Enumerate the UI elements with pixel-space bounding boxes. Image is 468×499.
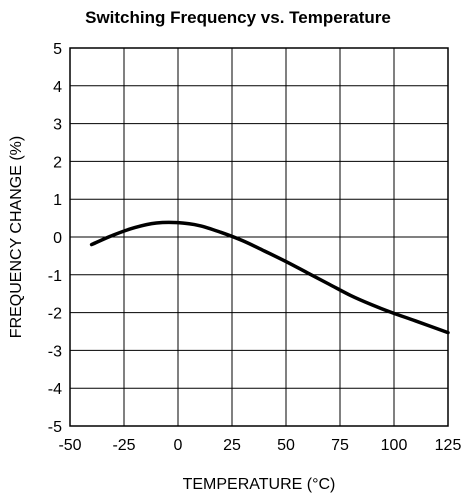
y-tick-label: -5 xyxy=(48,419,62,436)
y-axis-label: FREQUENCY CHANGE (%) xyxy=(8,136,25,338)
grid xyxy=(69,47,449,427)
y-tick-label: 4 xyxy=(53,79,62,96)
x-tick-label: 25 xyxy=(223,437,241,454)
y-tick-label: 0 xyxy=(53,230,62,247)
y-tick-label: 1 xyxy=(53,192,62,209)
x-tick-label: -50 xyxy=(58,437,81,454)
plot-frame xyxy=(69,47,449,427)
y-tick-label: 3 xyxy=(53,117,62,134)
x-tick-label: 100 xyxy=(381,437,408,454)
y-tick-label: -4 xyxy=(48,381,62,398)
x-tick-label: 0 xyxy=(174,437,183,454)
x-axis-label: TEMPERATURE (°C) xyxy=(183,476,336,493)
y-tick-label: -3 xyxy=(48,343,62,360)
x-tick-label: 75 xyxy=(331,437,349,454)
y-tick-label: -1 xyxy=(48,268,62,285)
y-tick-label: 2 xyxy=(53,154,62,171)
x-tick-label: 50 xyxy=(277,437,295,454)
x-tick-label: 125 xyxy=(435,437,462,454)
x-tick-labels: -50 -25 0 25 50 75 100 125 xyxy=(58,437,461,454)
y-tick-label: -2 xyxy=(48,306,62,323)
y-tick-label: 5 xyxy=(53,41,62,58)
x-tick-label: -25 xyxy=(112,437,135,454)
y-tick-labels: -5 -4 -3 -2 -1 0 1 2 3 4 5 xyxy=(48,41,62,436)
series-line xyxy=(89,220,450,335)
chart-title: Switching Frequency vs. Temperature xyxy=(85,8,391,27)
